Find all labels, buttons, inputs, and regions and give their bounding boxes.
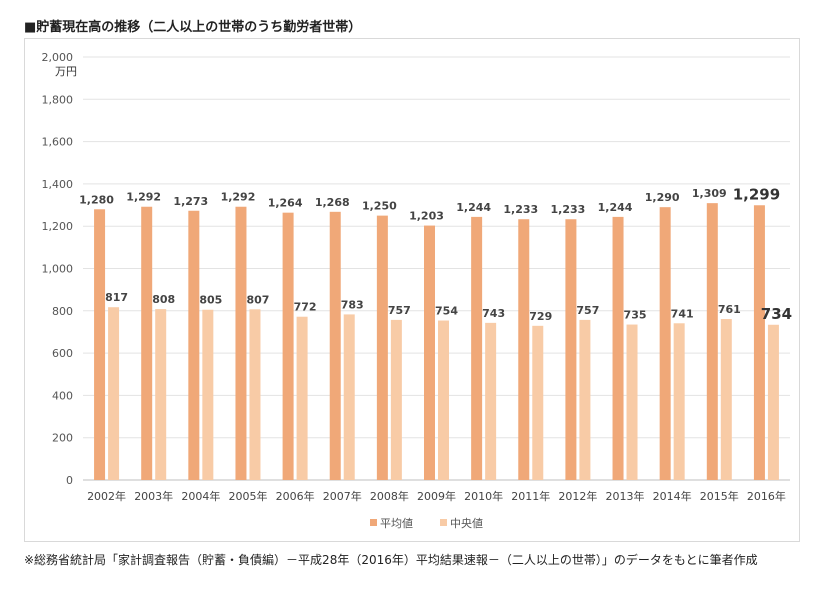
- bar-mean: [565, 219, 577, 480]
- y-tick-label: 200: [52, 432, 73, 445]
- bar-mean: [518, 219, 530, 480]
- legend-swatch: [370, 519, 377, 526]
- bar-median: [249, 309, 261, 480]
- data-label: 1,299: [733, 185, 780, 203]
- bar-median: [438, 320, 449, 480]
- bar-median: [343, 314, 355, 480]
- x-tick-label: 2016年: [747, 489, 786, 503]
- y-tick-label: 0: [66, 474, 73, 487]
- bar-median: [626, 324, 638, 480]
- data-label: 741: [671, 307, 694, 320]
- legend-label: 平均値: [380, 517, 413, 530]
- data-label: 729: [529, 310, 552, 323]
- data-label: 735: [624, 309, 647, 322]
- bar-median: [202, 309, 214, 480]
- chart-title: ■貯蓄現在高の推移（二人以上の世帯のうち勤労者世帯）: [24, 20, 362, 35]
- bar-median: [532, 325, 544, 480]
- bar-mean: [659, 207, 671, 481]
- data-label: 1,280: [79, 193, 114, 206]
- legend-swatch: [440, 519, 447, 526]
- data-label: 772: [294, 301, 317, 314]
- x-tick-label: 2013年: [606, 489, 645, 503]
- data-label: 1,233: [503, 203, 538, 216]
- x-tick-label: 2009年: [417, 489, 456, 503]
- y-unit-label: 万円: [55, 65, 77, 78]
- data-label: 1,233: [551, 203, 586, 216]
- bar-mean: [329, 211, 341, 480]
- legend-label: 中央値: [450, 517, 483, 530]
- x-tick-label: 2010年: [464, 489, 503, 503]
- data-label: 805: [199, 294, 222, 307]
- y-tick-label: 1,200: [42, 220, 74, 233]
- x-tick-label: 2007年: [323, 489, 362, 503]
- bar-mean: [706, 203, 718, 481]
- y-tick-label: 1,600: [42, 136, 74, 149]
- x-tick-label: 2004年: [181, 489, 220, 503]
- x-tick-label: 2006年: [276, 489, 315, 503]
- data-label: 1,264: [268, 197, 303, 210]
- data-label: 808: [152, 293, 175, 306]
- data-label: 783: [341, 298, 364, 311]
- data-label: 761: [718, 303, 741, 316]
- y-tick-label: 400: [52, 389, 73, 402]
- data-label: 754: [435, 305, 458, 318]
- bar-median: [579, 319, 591, 480]
- bar-median: [673, 323, 685, 480]
- bar-mean: [471, 216, 483, 481]
- bar-median: [767, 324, 779, 480]
- bar-mean: [376, 215, 388, 480]
- bar-median: [485, 322, 497, 480]
- x-tick-label: 2012年: [558, 489, 597, 503]
- x-tick-label: 2014年: [653, 489, 692, 503]
- data-label: 734: [761, 305, 792, 323]
- bar-mean: [282, 212, 294, 480]
- bar-median: [720, 319, 732, 480]
- y-tick-label: 1,800: [42, 93, 74, 106]
- x-tick-label: 2008年: [370, 489, 409, 503]
- x-tick-label: 2003年: [134, 489, 173, 503]
- bar-median: [108, 307, 120, 480]
- bar-median: [390, 319, 402, 480]
- data-label: 1,292: [126, 191, 161, 204]
- y-tick-label: 2,000: [42, 51, 74, 64]
- bar-mean: [753, 205, 765, 480]
- y-tick-label: 600: [52, 347, 73, 360]
- data-label: 1,244: [598, 201, 633, 214]
- y-tick-label: 1,000: [42, 263, 74, 276]
- bar-mean: [94, 209, 106, 480]
- data-label: 1,203: [409, 210, 444, 223]
- bar-mean: [141, 206, 153, 480]
- bar-mean: [188, 210, 200, 480]
- bar-median: [155, 309, 167, 480]
- x-tick-label: 2002年: [87, 489, 126, 503]
- x-tick-label: 2015年: [700, 489, 739, 503]
- data-label: 743: [482, 307, 505, 320]
- data-label: 807: [246, 293, 269, 306]
- bar-mean: [612, 216, 624, 481]
- bar-chart: 0 200 400 600 800 1,000 1,200 1,400 1,600 1,800 2,…: [42, 51, 793, 530]
- data-label: 817: [105, 291, 128, 304]
- bar-mean: [235, 206, 247, 480]
- data-label: 1,268: [315, 196, 350, 209]
- data-label: 1,290: [645, 191, 680, 204]
- source-note: ※総務省統計局「家計調査報告（貯蓄・負債編）－平成28年（2016年）平均結果速…: [24, 553, 758, 567]
- data-label: 1,292: [221, 191, 256, 204]
- y-tick-label: 1,400: [42, 178, 74, 191]
- x-tick-label: 2005年: [228, 489, 267, 503]
- data-label: 1,244: [456, 201, 491, 214]
- data-label: 1,250: [362, 200, 397, 213]
- data-label: 757: [388, 304, 411, 317]
- y-tick-label: 800: [52, 305, 73, 318]
- data-label: 1,309: [692, 187, 727, 200]
- bar-median: [296, 316, 308, 480]
- chart-area: 0 200 400 600 800 1,000 1,200 1,400 1,600 1,800 2,…: [24, 38, 800, 542]
- bar-mean: [424, 225, 435, 480]
- data-label: 1,273: [173, 195, 208, 208]
- x-tick-label: 2011年: [511, 489, 550, 503]
- data-label: 757: [576, 304, 599, 317]
